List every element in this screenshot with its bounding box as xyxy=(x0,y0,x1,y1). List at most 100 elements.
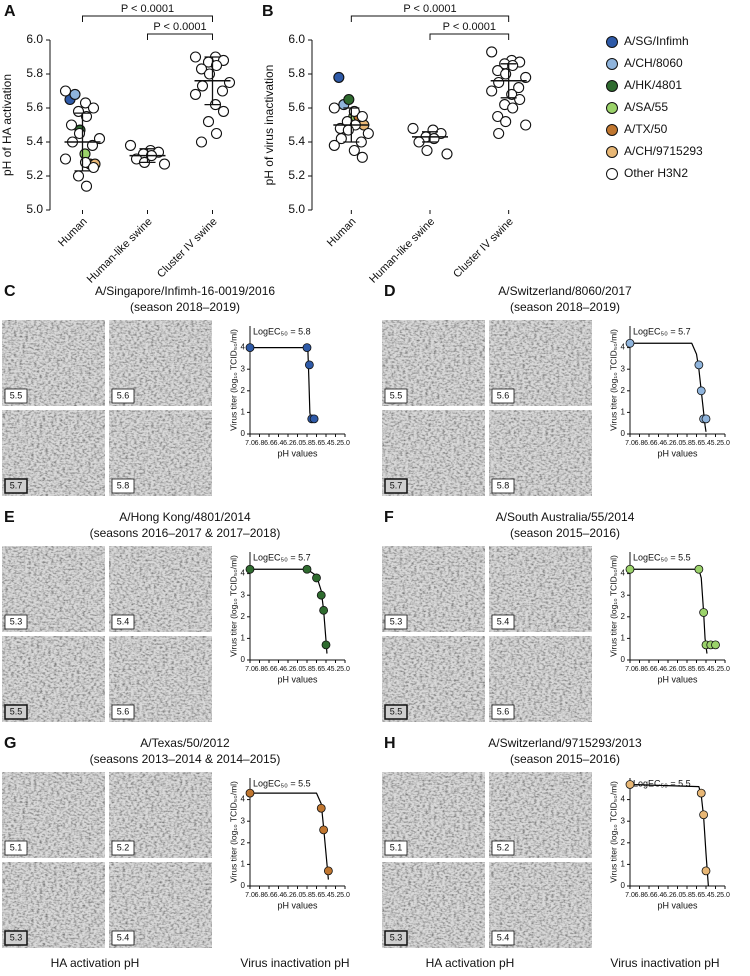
data-point xyxy=(343,93,355,106)
x-tick-label: 5.4 xyxy=(701,666,711,673)
x-tick-label: 6.6 xyxy=(644,892,654,899)
fit-curve xyxy=(629,783,709,887)
x-tick-label: 6.8 xyxy=(635,892,645,899)
data-point xyxy=(335,133,347,145)
legend-marker xyxy=(606,80,618,92)
y-tick-label: 0 xyxy=(241,429,246,438)
x-tick-label: Cluster IV swine xyxy=(155,216,220,281)
data-point xyxy=(245,564,255,574)
x-tick-label: 7.0 xyxy=(245,666,255,673)
panel-title: A/South Australia/55/2014 xyxy=(496,510,635,524)
micrograph-label-box xyxy=(111,478,135,494)
x-tick-label: 5.6 xyxy=(692,440,702,447)
micrograph-label-box xyxy=(491,704,515,720)
x-tick-label: 6.4 xyxy=(654,892,664,899)
x-tick-label: 6.2 xyxy=(283,892,293,899)
fit-curve xyxy=(630,342,707,432)
y-tick-label: 3 xyxy=(241,590,246,599)
data-point xyxy=(196,80,209,92)
data-point xyxy=(694,360,704,370)
annotation: LogEC₅₀ = 5.5 xyxy=(633,552,691,562)
data-point xyxy=(189,51,202,63)
data-point xyxy=(59,85,72,97)
data-point xyxy=(441,148,453,160)
x-tick-label: 5.4 xyxy=(321,666,331,673)
x-tick-label: 5.6 xyxy=(312,440,322,447)
x-tick-label: Cluster IV swine xyxy=(451,216,516,281)
x-tick-label: 5.2 xyxy=(331,440,341,447)
data-point xyxy=(625,780,635,789)
x-tick-label: 6.8 xyxy=(635,666,645,673)
x-tick-label: 5.0 xyxy=(720,892,730,899)
panel-label: G xyxy=(4,735,16,752)
x-tick-label: 5.2 xyxy=(331,892,341,899)
data-point xyxy=(87,102,100,114)
data-point xyxy=(223,76,236,89)
data-point xyxy=(356,151,368,163)
y-tick-label: 5.2 xyxy=(288,168,305,182)
data-point xyxy=(217,105,230,117)
x-tick-label: 7.0 xyxy=(625,440,635,447)
x-tick-label: 6.0 xyxy=(673,666,683,673)
error-bar xyxy=(139,148,156,164)
data-point xyxy=(309,414,319,424)
legend-marker xyxy=(606,124,618,136)
x-axis-label: pH values xyxy=(277,674,318,684)
data-point xyxy=(711,640,720,650)
micrograph-label: 5.5 xyxy=(10,390,23,400)
data-point xyxy=(79,97,92,109)
data-point xyxy=(701,414,711,424)
data-point xyxy=(304,360,314,370)
panel-subtitle: (season 2015–2016) xyxy=(510,752,620,766)
x-tick-label: 5.2 xyxy=(331,666,341,673)
y-tick-label: 4 xyxy=(241,343,246,352)
micrograph-label: 5.4 xyxy=(117,616,130,626)
micrograph-label-box xyxy=(4,614,28,630)
legend-label: A/SA/55 xyxy=(624,100,668,114)
y-tick-label: 3 xyxy=(621,816,626,825)
y-tick-label: 1 xyxy=(621,408,626,417)
data-point xyxy=(362,127,374,140)
data-point xyxy=(696,788,706,798)
data-point xyxy=(428,133,440,145)
panel-label: C xyxy=(4,283,16,300)
data-point xyxy=(520,71,532,83)
x-tick-label: 5.0 xyxy=(340,666,350,673)
data-point xyxy=(348,144,360,157)
data-point xyxy=(72,170,85,182)
legend-label: A/CH/8060 xyxy=(624,56,683,70)
error-bar xyxy=(422,131,438,143)
footer-label: HA activation pH xyxy=(426,956,515,970)
data-point xyxy=(69,88,81,100)
legend-label: A/SG/Infimh xyxy=(624,34,689,48)
data-point xyxy=(72,105,85,117)
x-tick-label: 5.8 xyxy=(682,666,692,673)
data-point xyxy=(59,153,72,165)
micrograph-label: 5.2 xyxy=(497,842,510,852)
y-tick-label: 4 xyxy=(241,569,246,578)
significance-bracket xyxy=(429,33,510,40)
micrograph-label: 5.3 xyxy=(10,616,23,626)
error-bar xyxy=(500,63,517,99)
data-point xyxy=(486,46,498,58)
y-tick-label: 5.4 xyxy=(288,134,305,148)
y-tick-label: 2 xyxy=(621,612,626,621)
y-tick-label: 1 xyxy=(621,634,626,643)
x-tick-label: 5.4 xyxy=(701,892,711,899)
data-point xyxy=(625,338,635,348)
data-point xyxy=(80,180,93,192)
micrograph-label: 5.5 xyxy=(390,390,403,400)
x-tick-label: 5.4 xyxy=(321,892,331,899)
legend-label: A/CH/9715293 xyxy=(624,144,703,158)
micrograph-label-box xyxy=(4,704,28,720)
data-point xyxy=(356,110,368,123)
x-tick-label: 6.6 xyxy=(264,666,274,673)
data-point xyxy=(696,386,706,396)
data-point xyxy=(321,640,331,650)
micrograph-label-box xyxy=(111,614,135,630)
micrograph-label-box xyxy=(384,614,408,630)
micrograph-label: 5.3 xyxy=(390,616,403,626)
panel-label: A xyxy=(4,3,16,20)
legend-label: A/TX/50 xyxy=(624,122,668,136)
data-point xyxy=(520,119,532,131)
